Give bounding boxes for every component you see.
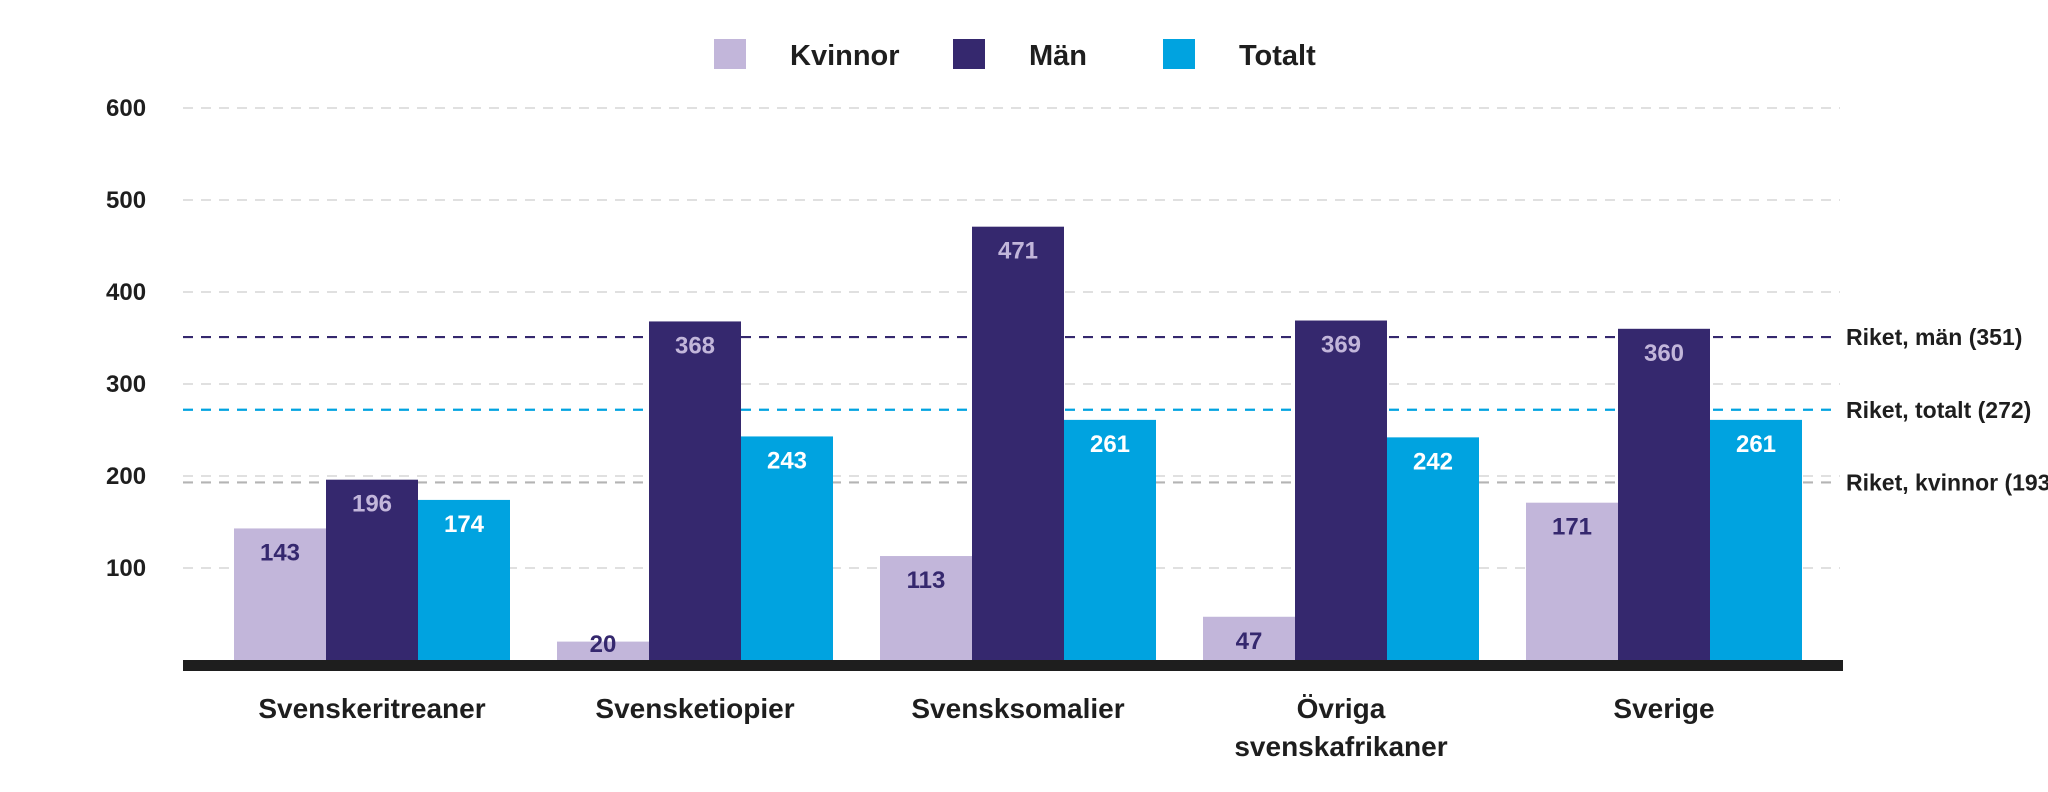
bar [880,556,972,660]
x-axis-line [183,660,1843,671]
bar-value-label: 360 [1644,340,1684,367]
bar [1295,320,1387,660]
bar-value-label: 261 [1090,431,1130,458]
value-labels: 143 196 174 20 368 243 113 471 261 47 369 242 171 360… [260,238,1776,658]
bar [1387,437,1479,660]
category-label: svenskafrikaner [1234,731,1447,762]
reference-line-label: Riket, totalt (272) [1846,397,2031,423]
category-labels: Svenskeritreaner Svensketiopier Svensksoma… [258,693,1714,762]
legend-label: Kvinnor [790,40,900,72]
legend-label: Totalt [1239,40,1316,72]
y-tick-label: 300 [106,371,146,398]
reference-line-label: Riket, kvinnor (193) [1846,469,2048,495]
y-tick-label: 600 [106,95,146,122]
bar-value-label: 368 [675,332,715,359]
bar [741,436,833,660]
bar [1526,502,1618,660]
legend-swatch [953,39,985,69]
category-label: Svenskeritreaner [258,693,485,724]
legend-label: Män [1029,40,1087,72]
bar-value-label: 471 [998,238,1038,265]
bar-value-label: 369 [1321,332,1361,359]
bar [972,226,1064,660]
bar-value-label: 242 [1413,448,1453,475]
bar [649,321,741,660]
bars [234,226,1802,660]
legend-swatch [714,39,746,69]
bar-value-label: 261 [1736,431,1776,458]
bar [1618,328,1710,660]
bar [1710,419,1802,660]
category-label: Sverige [1613,693,1714,724]
bar-value-label: 243 [767,447,807,474]
legend: Kvinnor Män Totalt [714,39,1316,72]
bar-value-label: 20 [590,631,617,658]
bar [557,641,649,660]
y-axis-ticks: 100 200 300 400 500 600 [106,95,146,582]
reference-lines: Riket, män (351) Riket, totalt (272) Riket… [183,324,2048,495]
bar-value-label: 174 [444,511,485,538]
y-tick-label: 400 [106,279,146,306]
y-tick-label: 100 [106,555,146,582]
bar [326,479,418,660]
reference-line-label: Riket, män (351) [1846,324,2022,350]
bar-value-label: 196 [352,491,392,518]
category-label: Svensksomalier [911,693,1124,724]
bar-value-label: 113 [907,567,946,594]
bar-value-label: 47 [1236,628,1263,655]
bar [1064,419,1156,660]
legend-swatch [1163,39,1195,69]
y-tick-label: 500 [106,187,146,214]
bar [234,528,326,660]
bar-value-label: 171 [1552,514,1592,541]
category-label: Svensketiopier [595,693,794,724]
bar-value-label: 143 [260,539,300,566]
bar [1203,616,1295,660]
category-label: Övriga [1297,693,1386,724]
bar [418,499,510,660]
y-tick-label: 200 [106,463,146,490]
